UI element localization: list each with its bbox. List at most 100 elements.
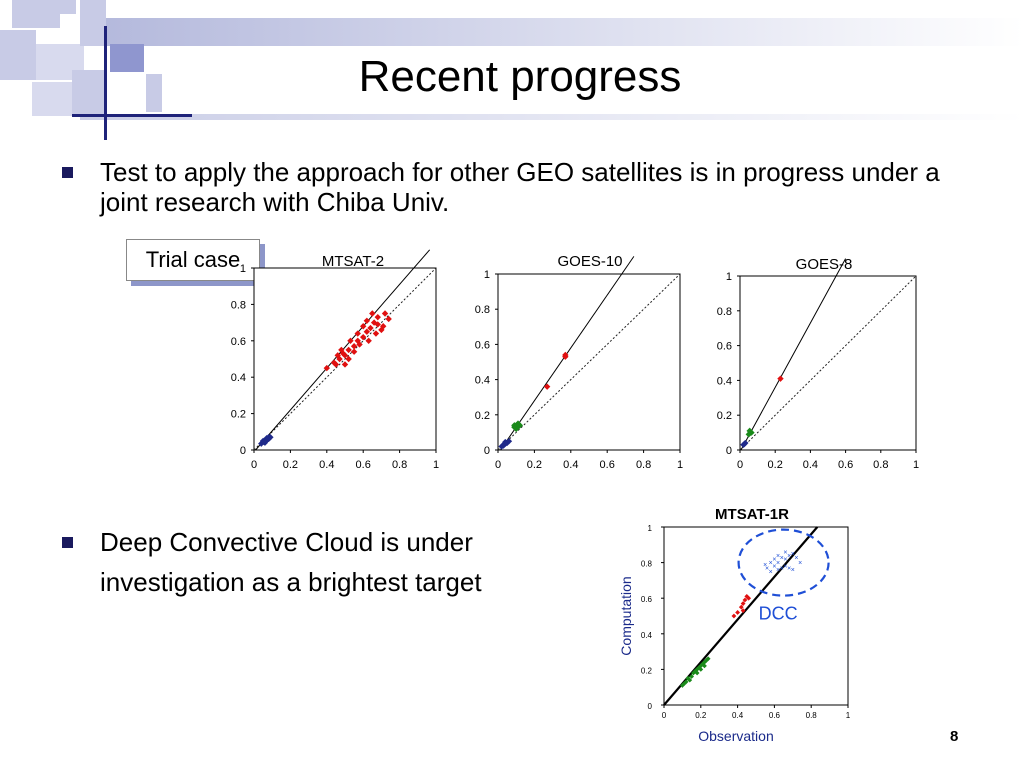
bullet-1-text: Test to apply the approach for other GEO… [100, 157, 940, 217]
y-tick-label: 0.4 [231, 372, 246, 384]
data-point [500, 442, 507, 449]
x-tick-label: 0.4 [319, 459, 334, 471]
data-point: × [765, 565, 769, 572]
data-point [702, 663, 707, 669]
y-tick-label: 0.2 [231, 409, 246, 421]
data-point [369, 310, 376, 317]
y-tick-label: 0.6 [641, 595, 653, 604]
y-tick-label: 0 [484, 445, 490, 457]
data-point [347, 337, 354, 344]
data-point [687, 677, 693, 683]
data-point: × [772, 564, 776, 571]
data-point: × [772, 557, 776, 564]
data-point [334, 352, 341, 359]
data-point [339, 350, 347, 357]
data-point [360, 323, 367, 330]
x-tick-label: 0.6 [838, 459, 853, 471]
x-tick-label: 0.4 [732, 711, 744, 720]
chart-goes-8: GOES-8 0 0.2 0.4 0.6 0.8 1 0 0.2 0.4 0.6 0.8 1 [700, 246, 930, 491]
data-point: × [798, 560, 802, 567]
y-tick-label: 0 [648, 702, 653, 711]
trial-case-box: Trial case [126, 239, 260, 281]
y-tick-label: 0.8 [231, 299, 246, 311]
data-point [702, 659, 707, 665]
data-point [698, 667, 704, 672]
data-point [264, 435, 271, 443]
x-tick-label: 0.4 [563, 459, 578, 471]
bullet-marker [62, 537, 73, 548]
y-tick-label: 0.8 [717, 306, 732, 318]
data-point [735, 610, 740, 615]
data-point [363, 317, 371, 324]
fit-line [740, 258, 847, 451]
data-point [374, 321, 381, 328]
data-point [356, 341, 363, 348]
y-tick-label: 1 [240, 263, 246, 275]
fit-line [663, 526, 819, 706]
y-tick-label: 0.8 [475, 304, 490, 316]
y-tick-label: 1 [648, 524, 653, 533]
chart-mtsat-1r-svg: MTSAT-1R 0 0.2 0.4 0.6 0.8 1 0 0.2 0.4 0.6 0.8 1 Obse… [618, 506, 851, 744]
chart-goes-8-svg: GOES-8 0 0.2 0.4 0.6 0.8 1 0 0.2 0.4 0.6 0.8 1 [717, 256, 919, 471]
y-tick-label: 0.8 [641, 560, 653, 569]
x-tick-label: 0.2 [768, 459, 783, 471]
plot-frame [497, 273, 681, 451]
data-point [381, 310, 389, 317]
chart-title: GOES-10 [557, 253, 622, 270]
data-point: × [794, 555, 798, 562]
y-tick-label: 0.2 [475, 410, 490, 422]
data-point [341, 361, 349, 368]
data-point [744, 594, 750, 599]
data-point: × [769, 560, 773, 567]
data-point [502, 438, 509, 446]
x-tick-label: 0.6 [356, 459, 371, 471]
x-tick-label: 1 [913, 459, 919, 471]
data-point [260, 438, 268, 446]
y-tick-label: 0 [240, 445, 246, 457]
data-point [341, 352, 349, 359]
chart-title: GOES-8 [796, 256, 853, 273]
data-point: × [783, 549, 787, 556]
y-tick-label: 0 [726, 445, 732, 457]
data-point: × [780, 555, 784, 562]
data-point [689, 674, 694, 679]
data-point [345, 355, 352, 363]
data-point [738, 604, 744, 610]
y-tick-label: 0.6 [717, 341, 732, 353]
data-point [367, 324, 374, 332]
data-point [338, 346, 345, 354]
x-tick-label: 0.6 [769, 711, 781, 720]
x-tick-label: 1 [846, 711, 851, 720]
x-tick-label: 0 [737, 459, 743, 471]
data-point [694, 667, 700, 672]
y-tick-label: 0.4 [475, 375, 490, 387]
data-point [511, 422, 518, 429]
data-point [685, 675, 691, 681]
y-tick-label: 0.4 [717, 375, 732, 387]
data-point: × [791, 551, 795, 558]
data-point [731, 613, 737, 619]
data-point [258, 440, 265, 447]
annotation-label: DCC [759, 604, 798, 624]
data-point [505, 438, 513, 445]
bullet-2-line-1: Deep Convective Cloud is under [100, 527, 473, 557]
data-point [374, 313, 381, 321]
data-point [742, 439, 749, 447]
data-point: × [776, 560, 780, 567]
data-point [336, 355, 343, 363]
data-point: × [769, 569, 773, 576]
data-point [698, 663, 704, 669]
x-tick-label: 0.2 [527, 459, 542, 471]
data-point [681, 681, 687, 687]
data-point [365, 337, 372, 344]
bullet-2-text: Deep Convective Cloud is under investiga… [100, 522, 482, 602]
bullet-2-line-2: investigation as a brightest target [100, 567, 482, 597]
x-tick-label: 1 [677, 459, 683, 471]
data-point: × [780, 565, 784, 572]
header-decoration [0, 0, 1024, 140]
y-tick-label: 1 [726, 271, 732, 283]
x-tick-label: 0.4 [803, 459, 818, 471]
data-point [742, 597, 748, 603]
chart-goes-10: GOES-10 0 0.2 0.4 0.6 0.8 1 0 0.2 0.4 0.6 0.8 1 [458, 246, 688, 491]
data-point [345, 346, 352, 354]
